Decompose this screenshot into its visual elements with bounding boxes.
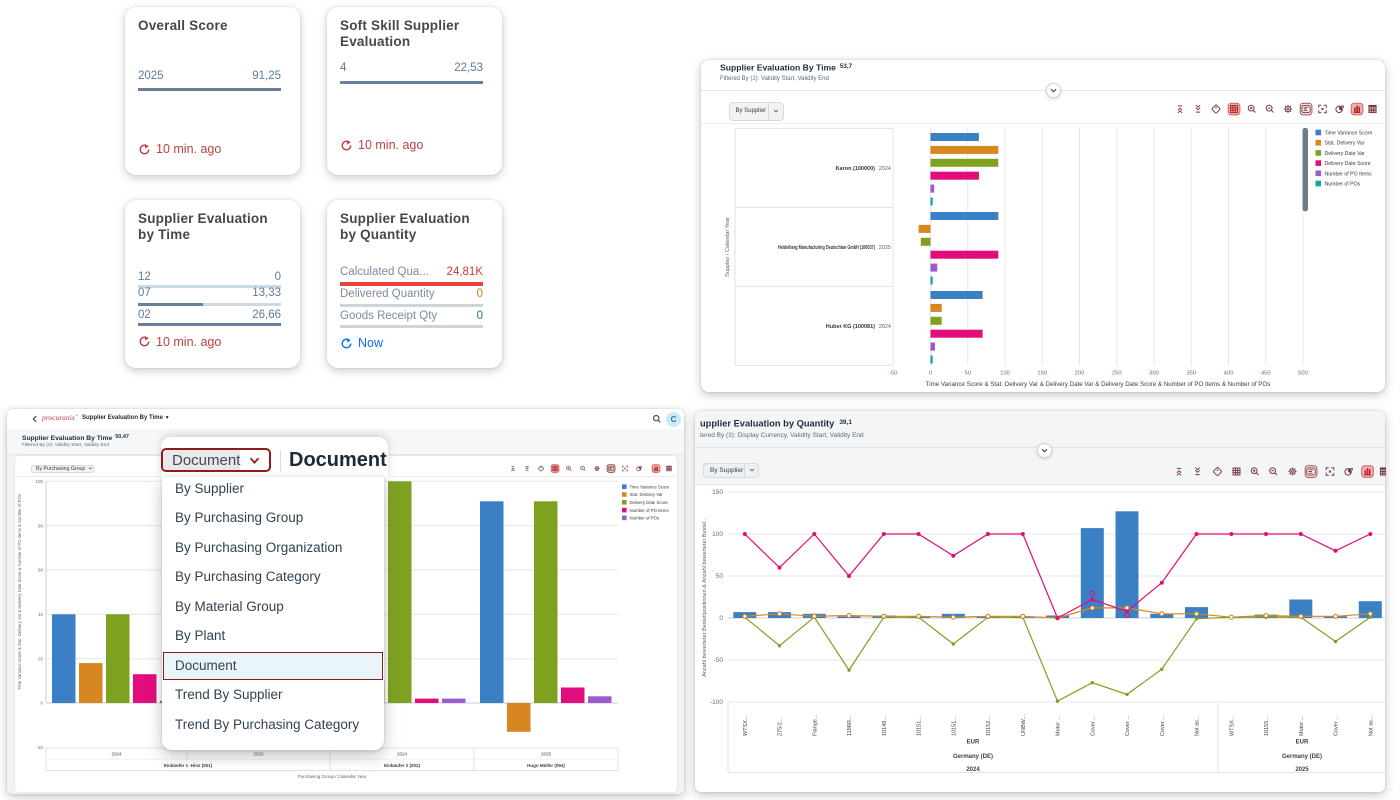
- svg-text:Hugo Müller (094): Hugo Müller (094): [527, 763, 565, 768]
- svg-text:WTSX...: WTSX...: [1229, 715, 1235, 736]
- svg-text:100: 100: [712, 531, 723, 538]
- svg-text:0: 0: [929, 371, 932, 377]
- svg-text:Delivery Date Score: Delivery Date Score: [1325, 161, 1371, 167]
- svg-text:20: 20: [38, 656, 44, 661]
- svg-text:10152...: 10152...: [986, 716, 992, 736]
- svg-text:Flange...: Flange...: [812, 714, 818, 736]
- svg-text:Not as...: Not as...: [1368, 715, 1374, 736]
- svg-text:300: 300: [1149, 371, 1159, 377]
- svg-text:Number of PO Items: Number of PO Items: [1325, 171, 1373, 177]
- svg-text:Karon (100000): Karon (100000): [836, 166, 876, 172]
- svg-text:EUR: EUR: [1296, 740, 1309, 746]
- svg-text:2025: 2025: [541, 752, 552, 757]
- svg-text:100: 100: [35, 479, 43, 484]
- svg-text:WTSX...: WTSX...: [743, 715, 749, 736]
- svg-text:275/2...: 275/2...: [778, 717, 784, 736]
- svg-text:40: 40: [38, 612, 44, 617]
- svg-text:Einkäufer 2 (002): Einkäufer 2 (002): [384, 763, 421, 768]
- svg-text:Delivery Date Score: Delivery Date Score: [630, 500, 669, 505]
- svg-text:1186R...: 1186R...: [847, 715, 853, 736]
- svg-text:400: 400: [1224, 371, 1234, 377]
- svg-text:Germany (DE): Germany (DE): [953, 754, 993, 760]
- svg-text:200: 200: [1075, 371, 1085, 377]
- svg-text:EUR: EUR: [967, 740, 980, 746]
- svg-text:10155...: 10155...: [1264, 716, 1270, 736]
- svg-text:150: 150: [712, 489, 723, 496]
- svg-text:2025: 2025: [253, 752, 264, 757]
- svg-text:Number of PO Items: Number of PO Items: [630, 508, 669, 513]
- svg-text:Huber KG (100081): Huber KG (100081): [826, 324, 875, 330]
- svg-text:Time Variance Score & Stat. De: Time Variance Score & Stat. Delivery Var…: [926, 381, 1271, 388]
- svg-text:Cover ...: Cover ...: [1125, 715, 1131, 736]
- svg-text:2025: 2025: [1295, 767, 1309, 773]
- svg-text:-50: -50: [714, 657, 724, 664]
- svg-text:0: 0: [719, 615, 723, 622]
- svg-text:-20: -20: [36, 745, 43, 750]
- svg-text:UNBW...: UNBW...: [1021, 714, 1027, 736]
- svg-text:2024: 2024: [879, 166, 891, 172]
- svg-text:60: 60: [38, 568, 44, 573]
- svg-text:Heidelberg Manufacturing Deuts: Heidelberg Manufacturing Deutschlan GmbH…: [778, 245, 875, 251]
- svg-text:Anzahl bewerteter Bestellposit: Anzahl bewerteter Bestellpositionen & An…: [702, 517, 708, 677]
- svg-text:Motor ...: Motor ...: [1299, 715, 1305, 736]
- svg-text:Purchasing Group / Calendar Ye: Purchasing Group / Calendar Year: [298, 774, 367, 779]
- svg-text:2024: 2024: [879, 324, 891, 330]
- svg-text:10151...: 10151...: [917, 716, 923, 736]
- svg-text:500: 500: [1298, 371, 1308, 377]
- svg-text:2025: 2025: [879, 245, 891, 251]
- svg-text:Motor ...: Motor ...: [1056, 715, 1062, 736]
- svg-text:Number of POs: Number of POs: [630, 516, 660, 521]
- svg-text:Not as...: Not as...: [1195, 715, 1201, 736]
- svg-text:0: 0: [40, 701, 43, 706]
- svg-text:10148...: 10148...: [882, 716, 888, 736]
- svg-text:Stat. Delivery Var: Stat. Delivery Var: [630, 492, 664, 497]
- svg-text:Supplier / Calendar Year: Supplier / Calendar Year: [725, 217, 731, 277]
- svg-text:Germany (DE): Germany (DE): [1282, 754, 1322, 760]
- svg-text:Cover ...: Cover ...: [1160, 715, 1166, 736]
- svg-text:Stat. Delivery Var: Stat. Delivery Var: [1325, 141, 1365, 147]
- svg-text:2024: 2024: [966, 767, 980, 773]
- svg-text:Time Variance Score: Time Variance Score: [630, 484, 670, 489]
- svg-text:150: 150: [1037, 371, 1047, 377]
- svg-text:100: 100: [1000, 371, 1010, 377]
- svg-text:250: 250: [1112, 371, 1122, 377]
- svg-text:80: 80: [38, 523, 44, 528]
- svg-text:50: 50: [965, 371, 971, 377]
- svg-text:450: 450: [1261, 371, 1271, 377]
- svg-text:Einkäufer 1 -Hinz (001): Einkäufer 1 -Hinz (001): [164, 763, 213, 768]
- svg-text:10151...: 10151...: [951, 716, 957, 736]
- svg-text:Cover ...: Cover ...: [1090, 715, 1096, 736]
- svg-text:-50: -50: [889, 371, 897, 377]
- svg-text:Time Variance Score: Time Variance Score: [1325, 131, 1373, 137]
- svg-text:Delivery Date Var: Delivery Date Var: [1325, 151, 1366, 157]
- svg-text:Time Variance Score & Stat. De: Time Variance Score & Stat. Delivery Var…: [17, 494, 22, 690]
- svg-text:Number of POs: Number of POs: [1325, 182, 1361, 188]
- svg-text:-100: -100: [710, 699, 723, 706]
- svg-text:Cover ...: Cover ...: [1334, 715, 1340, 736]
- svg-text:2024: 2024: [111, 752, 122, 757]
- svg-text:50: 50: [716, 573, 724, 580]
- svg-text:2024: 2024: [397, 752, 408, 757]
- svg-text:350: 350: [1186, 371, 1196, 377]
